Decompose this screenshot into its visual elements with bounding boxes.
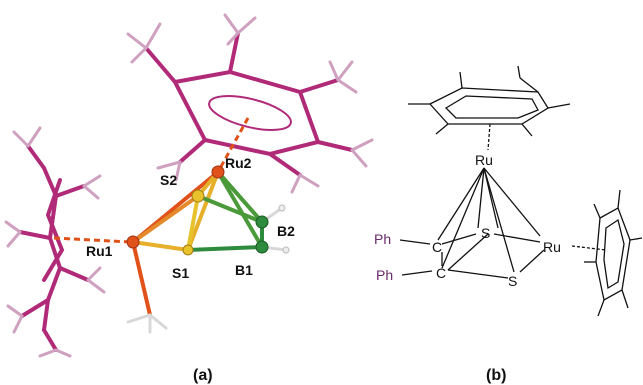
panel-b-schematic: Ru Ru S S C C Ph Ph (b) bbox=[374, 65, 643, 384]
ru1-atom bbox=[126, 235, 140, 249]
schem-ph-lower: Ph bbox=[376, 267, 393, 283]
upper-cp-ring bbox=[144, 31, 354, 177]
schem-c-lower: C bbox=[436, 265, 446, 281]
h-atom-b2 bbox=[278, 204, 286, 212]
s2-atom bbox=[191, 189, 205, 203]
ru1-cp-dashed-bond bbox=[53, 236, 131, 244]
caption-a: (a) bbox=[193, 367, 213, 384]
schem-s-upper: S bbox=[481, 225, 490, 241]
top-cp-ring bbox=[408, 65, 571, 151]
panel-a-structure: Ru2 S2 Ru1 S1 B2 B1 (a) bbox=[4, 13, 374, 384]
caption-b: (b) bbox=[486, 367, 506, 384]
b2-atom bbox=[255, 215, 269, 229]
label-s2: S2 bbox=[160, 172, 177, 188]
label-s1: S1 bbox=[172, 265, 189, 281]
ru2-atom bbox=[211, 165, 225, 179]
s1-atom bbox=[182, 244, 194, 256]
label-ru1: Ru1 bbox=[86, 243, 113, 259]
ru2-cp-dashed-bond bbox=[216, 117, 250, 173]
cluster-bonds bbox=[399, 167, 607, 279]
schem-ru-top: Ru bbox=[475, 152, 493, 168]
h-atom-b1 bbox=[282, 246, 290, 254]
schem-ru-right: Ru bbox=[543, 239, 561, 255]
left-cp-ring bbox=[18, 144, 90, 352]
b1-atom bbox=[255, 240, 269, 254]
right-cp-ring bbox=[584, 189, 643, 317]
schem-c-upper: C bbox=[432, 239, 442, 255]
upper-hydrogens bbox=[126, 13, 374, 194]
schem-s-lower: S bbox=[508, 273, 517, 289]
label-b2: B2 bbox=[277, 223, 295, 239]
label-ru2: Ru2 bbox=[225, 155, 252, 171]
core-bonds bbox=[131, 170, 264, 317]
label-b1: B1 bbox=[235, 262, 253, 278]
left-hydrogens bbox=[4, 126, 106, 358]
schem-ph-upper: Ph bbox=[374, 231, 391, 247]
